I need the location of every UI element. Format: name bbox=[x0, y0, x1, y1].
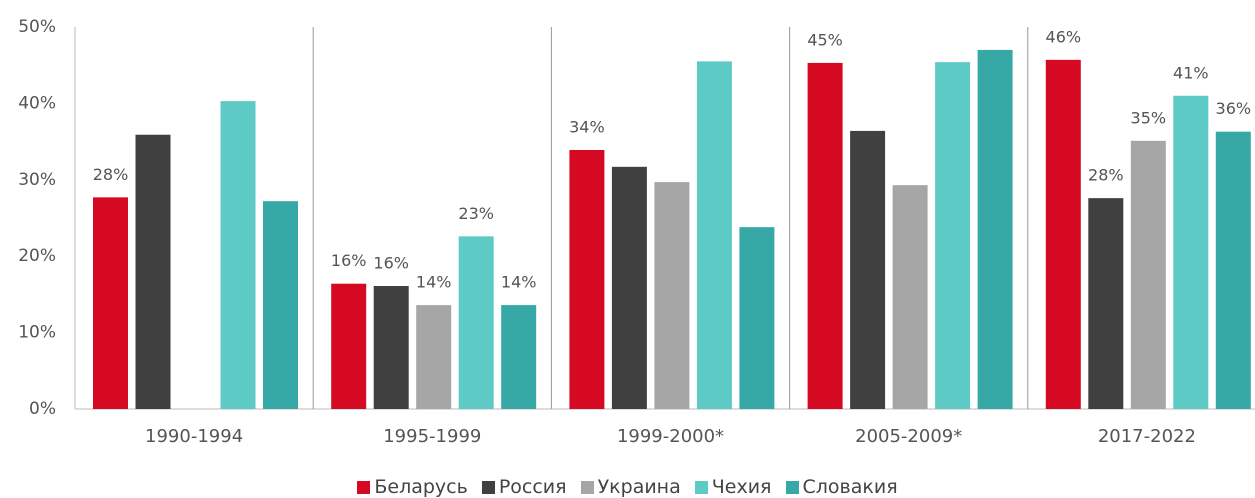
data-label: 34% bbox=[569, 118, 605, 137]
legend: Беларусь Россия Украина Чехия Словакия bbox=[0, 476, 1255, 498]
y-tick-label: 0% bbox=[29, 399, 56, 419]
data-label: 46% bbox=[1046, 27, 1082, 46]
legend-item: Украина bbox=[580, 476, 681, 498]
bar bbox=[93, 197, 128, 409]
legend-item: Беларусь bbox=[357, 476, 468, 498]
bar bbox=[1088, 198, 1124, 409]
data-label: 23% bbox=[458, 204, 494, 223]
data-label: 14% bbox=[501, 273, 537, 292]
legend-item: Словакия bbox=[785, 476, 898, 498]
x-tick-label: 2005-2009* bbox=[855, 426, 962, 447]
data-label: 14% bbox=[416, 273, 452, 292]
x-tick-label: 2017-2022 bbox=[1098, 426, 1196, 447]
bar bbox=[739, 227, 775, 409]
bar bbox=[1215, 131, 1251, 409]
data-label: 28% bbox=[1088, 166, 1124, 185]
bar bbox=[373, 285, 409, 409]
legend-item: Чехия bbox=[694, 476, 772, 498]
legend-swatch bbox=[694, 480, 708, 494]
y-tick-label: 10% bbox=[18, 323, 56, 343]
legend-label: Украина bbox=[597, 476, 681, 498]
bar bbox=[850, 130, 886, 410]
page: 0% 10% 20% 30% 40% 50% 1990-1994 28% 1995-1999 16… bbox=[18, 17, 1255, 498]
data-label: 41% bbox=[1173, 63, 1209, 82]
bar bbox=[1173, 95, 1209, 409]
y-tick-label: 30% bbox=[18, 170, 56, 190]
legend-swatch bbox=[357, 480, 371, 494]
bar bbox=[654, 182, 690, 409]
x-tick-label: 1995-1999 bbox=[383, 426, 481, 447]
legend-swatch bbox=[785, 480, 799, 494]
legend-label: Россия bbox=[498, 476, 567, 498]
y-tick-label: 20% bbox=[18, 246, 56, 266]
data-label: 16% bbox=[373, 253, 409, 272]
bar bbox=[458, 236, 494, 409]
data-label: 35% bbox=[1131, 108, 1167, 127]
bar bbox=[263, 201, 298, 409]
legend-label: Беларусь bbox=[374, 476, 468, 498]
bar bbox=[501, 305, 537, 409]
legend-label: Чехия bbox=[711, 476, 772, 498]
bar bbox=[807, 62, 843, 410]
bar bbox=[611, 166, 647, 409]
x-tick-label: 1990-1994 bbox=[145, 426, 243, 447]
bar bbox=[1130, 140, 1166, 409]
y-tick-label: 40% bbox=[18, 93, 56, 113]
bar bbox=[892, 185, 928, 409]
legend-swatch bbox=[481, 480, 495, 494]
bar bbox=[569, 150, 605, 409]
bar bbox=[416, 305, 452, 409]
bar bbox=[135, 134, 171, 409]
bar bbox=[696, 61, 732, 409]
bar bbox=[220, 101, 256, 409]
legend-label: Словакия bbox=[802, 476, 898, 498]
legend-swatch bbox=[580, 480, 594, 494]
legend-item: Россия bbox=[481, 476, 567, 498]
bar bbox=[331, 283, 367, 409]
data-label: 36% bbox=[1216, 99, 1252, 118]
chart: 0% 10% 20% 30% 40% 50% 1990-1994 28% 1995-1999 16… bbox=[18, 17, 1255, 447]
data-label: 45% bbox=[807, 30, 843, 49]
y-tick-label: 50% bbox=[18, 17, 56, 37]
bar bbox=[935, 62, 971, 409]
x-tick-label: 1999-2000* bbox=[617, 426, 724, 447]
data-label: 16% bbox=[331, 251, 367, 270]
data-label: 28% bbox=[93, 165, 129, 184]
bar bbox=[1045, 59, 1081, 410]
bar bbox=[977, 49, 1013, 410]
